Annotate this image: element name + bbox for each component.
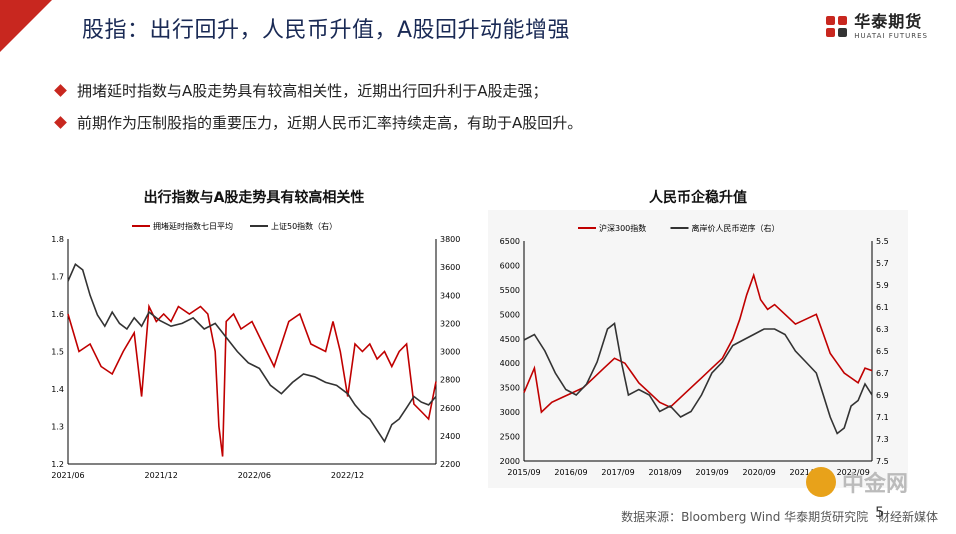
y-right-tick-label: 3000 bbox=[440, 348, 460, 357]
media-logo-icon bbox=[806, 467, 836, 497]
x-tick-label: 2016/09 bbox=[554, 468, 587, 477]
y-right-tick-label: 5.7 bbox=[876, 259, 889, 268]
y-left-tick-label: 1.6 bbox=[51, 310, 64, 319]
x-tick-label: 2022/09 bbox=[837, 468, 870, 477]
legend-label: 上证50指数（右） bbox=[271, 221, 337, 231]
y-right-tick-label: 6.5 bbox=[876, 347, 889, 356]
y-right-tick-label: 5.5 bbox=[876, 237, 889, 246]
chart2-panel bbox=[488, 210, 908, 488]
legend-label: 离岸价人民币逆序（右） bbox=[692, 223, 780, 233]
bullet-item: 前期作为压制股指的重要压力，近期人民币汇率持续走高，有助于A股回升。 bbox=[54, 106, 582, 138]
diamond-bullet-icon bbox=[54, 115, 67, 129]
corner-decoration bbox=[0, 0, 52, 52]
y-right-tick-label: 2800 bbox=[440, 376, 460, 385]
y-left-tick-label: 1.8 bbox=[51, 235, 64, 244]
x-tick-label: 2018/09 bbox=[648, 468, 681, 477]
page-number: 5 bbox=[875, 505, 884, 521]
x-tick-label: 2021/06 bbox=[51, 471, 84, 480]
series-line bbox=[67, 263, 437, 444]
x-tick-label: 2022/06 bbox=[238, 471, 271, 480]
chart1-title: 出行指数与A股走势具有较高相关性 bbox=[143, 190, 365, 206]
media-logo: 中金网 bbox=[806, 466, 908, 498]
page-title: 股指：出行回升，人民币升值，A股回升动能增强 bbox=[82, 18, 571, 43]
y-right-tick-label: 3800 bbox=[440, 235, 460, 244]
x-tick-label: 2019/09 bbox=[695, 468, 728, 477]
y-right-tick-label: 3200 bbox=[440, 319, 460, 328]
logo-text: 华泰期货 bbox=[854, 12, 923, 31]
y-right-tick-label: 2200 bbox=[440, 460, 460, 469]
y-right-tick-label: 3400 bbox=[440, 291, 460, 300]
bullet-text: 前期作为压制股指的重要压力，近期人民币汇率持续走高，有助于A股回升。 bbox=[77, 113, 583, 132]
legend-label: 沪深300指数 bbox=[599, 223, 646, 233]
x-tick-label: 2017/09 bbox=[601, 468, 634, 477]
bullet-item: 拥堵延时指数与A股走势具有较高相关性，近期出行回升利于A股走强； bbox=[54, 74, 582, 106]
x-tick-label: 2020/09 bbox=[743, 468, 776, 477]
chart1: 1.8 1.7 1.6 1.5 1.4 1.3 1.2 3800 3600 3400 3200 300… bbox=[51, 221, 460, 480]
y-left-tick-label: 1.3 bbox=[51, 423, 64, 432]
y-left-tick-label: 6000 bbox=[500, 261, 520, 270]
y-right-tick-label: 2400 bbox=[440, 432, 460, 441]
y-left-tick-label: 1.5 bbox=[51, 348, 64, 357]
x-tick-label: 2022/12 bbox=[331, 471, 364, 480]
y-left-tick-label: 1.4 bbox=[51, 385, 64, 394]
media-sub-text: 财经新媒体 bbox=[877, 510, 938, 524]
y-right-tick-label: 7.1 bbox=[876, 413, 889, 422]
y-left-tick-label: 6500 bbox=[500, 237, 520, 246]
y-left-tick-label: 4000 bbox=[500, 359, 520, 368]
y-left-tick-label: 2500 bbox=[500, 433, 520, 442]
bullet-list: 拥堵延时指数与A股走势具有较高相关性，近期出行回升利于A股走强； 前期作为压制股… bbox=[54, 74, 582, 138]
y-right-tick-label: 7.5 bbox=[876, 457, 889, 466]
bullet-text: 拥堵延时指数与A股走势具有较高相关性，近期出行回升利于A股走强； bbox=[77, 81, 548, 100]
series-line bbox=[67, 303, 437, 457]
y-left-tick-label: 3000 bbox=[500, 408, 520, 417]
legend: 沪深300指数 离岸价人民币逆序（右） bbox=[578, 223, 780, 233]
y-right-tick-label: 2600 bbox=[440, 404, 460, 413]
y-left-tick-label: 5000 bbox=[500, 310, 520, 319]
y-right-tick-label: 5.9 bbox=[876, 281, 889, 290]
y-right-tick-label: 6.1 bbox=[876, 303, 889, 312]
legend: 拥堵延时指数七日平均 上证50指数（右） bbox=[132, 221, 337, 231]
y-left-tick-label: 1.2 bbox=[51, 460, 64, 469]
chart2: 6500 6000 5500 5000 4500 4000 3500 3000 2500 2000… bbox=[500, 223, 889, 477]
y-right-tick-label: 6.7 bbox=[876, 369, 889, 378]
y-right-tick-label: 3600 bbox=[440, 263, 460, 272]
footer-source: 数据来源：Bloomberg Wind 华泰期货研究院 财经新媒体 bbox=[621, 508, 938, 525]
series-line bbox=[523, 322, 873, 435]
chart2-title: 人民币企稳升值 bbox=[649, 190, 747, 206]
legend-label: 拥堵延时指数七日平均 bbox=[153, 221, 233, 231]
x-tick-label: 2021/09 bbox=[790, 468, 823, 477]
y-left-tick-label: 1.7 bbox=[51, 273, 64, 282]
diamond-bullet-icon bbox=[54, 83, 67, 97]
media-logo-text: 中金网 bbox=[842, 472, 909, 497]
company-logo: 华泰期货 HUATAI FUTURES bbox=[826, 14, 928, 40]
logo-subtext: HUATAI FUTURES bbox=[854, 32, 928, 40]
x-tick-label: 2021/12 bbox=[145, 471, 178, 480]
y-left-tick-label: 2000 bbox=[500, 457, 520, 466]
y-right-tick-label: 7.3 bbox=[876, 435, 889, 444]
y-left-tick-label: 4500 bbox=[500, 335, 520, 344]
y-right-tick-label: 6.9 bbox=[876, 391, 889, 400]
x-tick-label: 2015/09 bbox=[507, 468, 540, 477]
source-text: 数据来源：Bloomberg Wind 华泰期货研究院 bbox=[621, 510, 869, 524]
y-left-tick-label: 3500 bbox=[500, 384, 520, 393]
logo-icon bbox=[826, 16, 848, 38]
series-line bbox=[523, 272, 873, 414]
y-right-tick-label: 6.3 bbox=[876, 325, 889, 334]
y-left-tick-label: 5500 bbox=[500, 286, 520, 295]
